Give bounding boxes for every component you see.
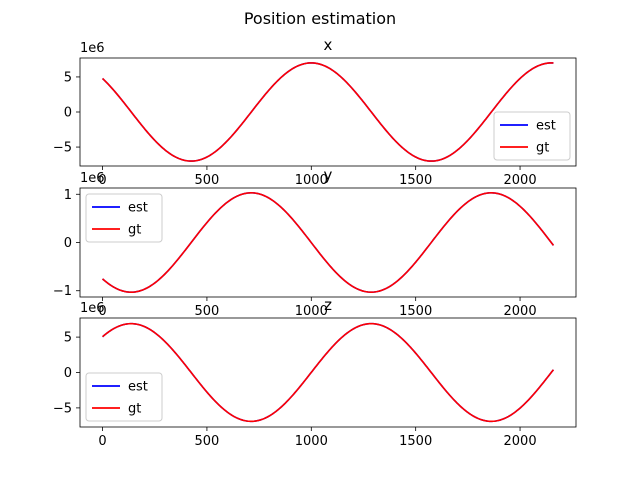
y-tick-label: −5 xyxy=(53,141,72,156)
x-tick-label: 0 xyxy=(98,173,106,188)
x-tick-label: 0 xyxy=(98,304,106,319)
x-tick-label: 1000 xyxy=(295,434,328,449)
legend-label-est: est xyxy=(128,201,148,216)
subplot-x: 0 500 1000 1500 2000 −5 0 5 1e6 x est gt xyxy=(53,36,577,188)
x-tick-label: 1500 xyxy=(399,173,432,188)
subplot-y: 0 500 1000 1500 2000 −1 0 1 1e6 y est gt xyxy=(53,166,577,319)
offset-text: 1e6 xyxy=(80,171,105,186)
y-tick-label: 0 xyxy=(64,106,72,121)
y-tick-label: 5 xyxy=(64,70,72,85)
y-tick-label: −5 xyxy=(53,401,72,416)
legend-box xyxy=(85,193,163,243)
subplot-title: y xyxy=(324,166,333,184)
subplot-title: z xyxy=(324,296,332,314)
x-tick-label: 1500 xyxy=(399,434,432,449)
y-tick-label: 0 xyxy=(64,236,72,251)
legend-label-gt: gt xyxy=(536,141,549,156)
x-tick-label: 0 xyxy=(98,434,106,449)
legend-label-est: est xyxy=(536,119,556,134)
figure-title: Position estimation xyxy=(244,9,396,28)
subplot-z: 0 500 1000 1500 2000 −5 0 5 1e6 z est gt xyxy=(53,296,577,449)
x-tick-label: 500 xyxy=(195,173,220,188)
y-tick-label: 0 xyxy=(64,366,72,381)
series-line-est xyxy=(102,322,555,423)
legend-label-est: est xyxy=(128,380,148,395)
legend-box xyxy=(85,372,163,422)
series-line-gt xyxy=(102,322,555,423)
series-line-est xyxy=(101,62,554,162)
series-line-gt xyxy=(102,192,555,293)
offset-text: 1e6 xyxy=(80,301,105,316)
legend-label-gt: gt xyxy=(128,402,141,417)
y-tick-label: −1 xyxy=(53,284,72,299)
legend-label-gt: gt xyxy=(128,223,141,238)
legend: est gt xyxy=(85,193,163,243)
y-tick-label: 5 xyxy=(64,331,72,346)
x-tick-label: 2000 xyxy=(504,434,537,449)
x-tick-label: 1500 xyxy=(399,304,432,319)
x-tick-label: 500 xyxy=(195,304,220,319)
y-tick-label: 1 xyxy=(64,188,72,203)
x-tick-label: 1000 xyxy=(295,173,328,188)
legend: est gt xyxy=(85,372,163,422)
series-line-gt xyxy=(101,62,554,162)
x-tick-label: 2000 xyxy=(504,304,537,319)
x-tick-label: 500 xyxy=(195,434,220,449)
legend-box xyxy=(493,111,571,161)
x-tick-label: 2000 xyxy=(504,173,537,188)
legend: est gt xyxy=(493,111,571,161)
x-tick-label: 1000 xyxy=(295,304,328,319)
offset-text: 1e6 xyxy=(80,41,105,56)
subplot-title: x xyxy=(324,36,333,54)
series-line-est xyxy=(102,192,555,293)
